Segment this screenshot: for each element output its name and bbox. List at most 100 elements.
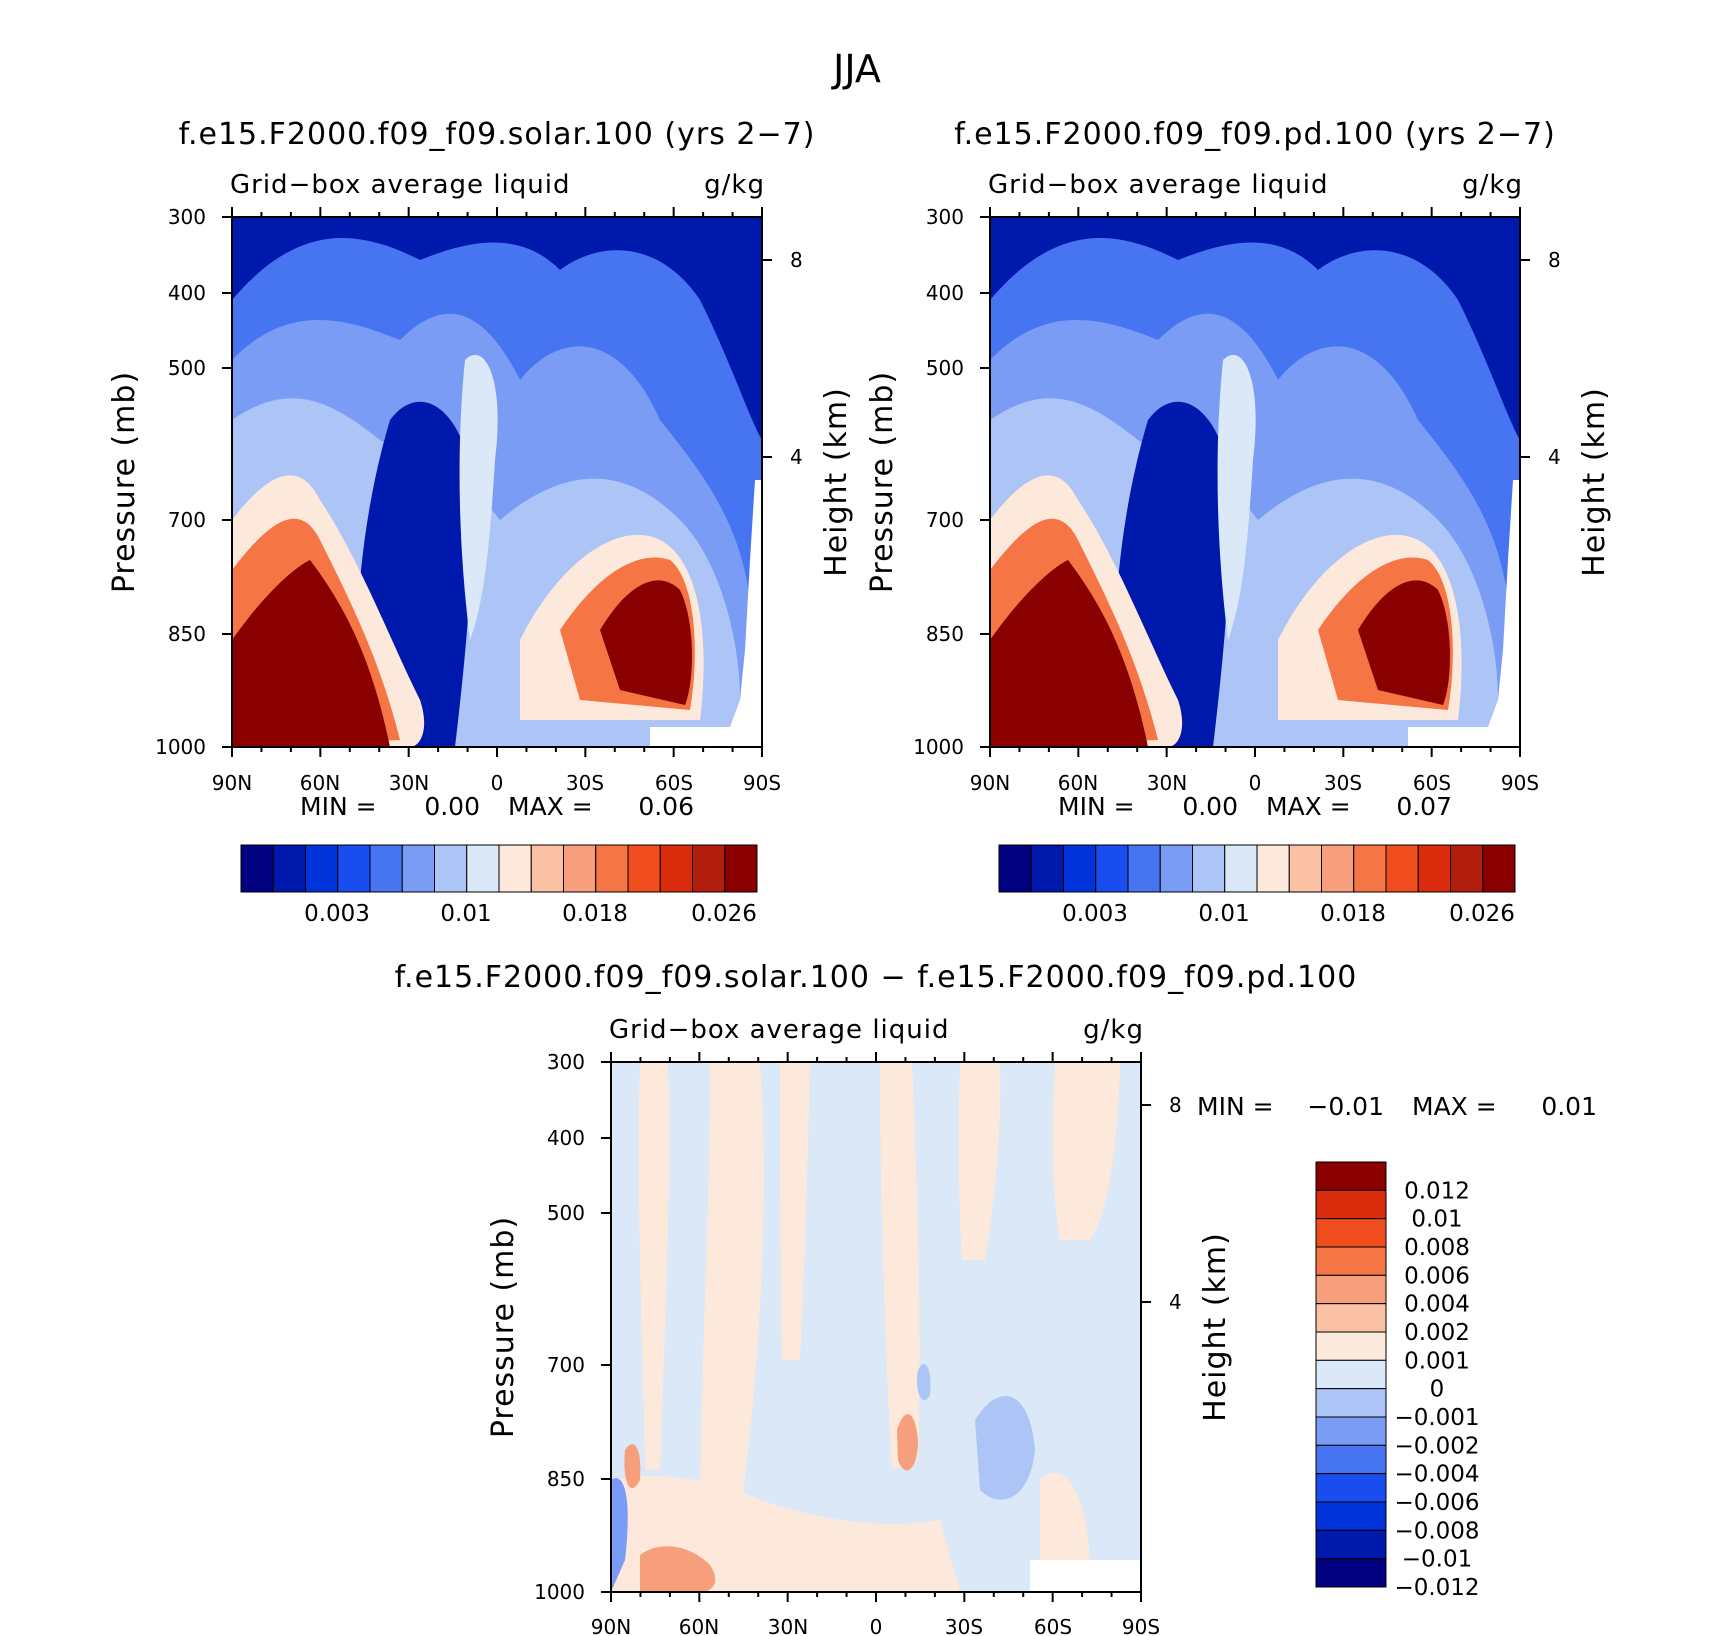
colorbar-swatch (1315, 1246, 1387, 1276)
panel-diff-ylabel-right: Height (km) (1198, 1232, 1233, 1422)
panel-diff-x-ticks: 90N 60N 30N 0 30S 60S 90S (591, 1615, 1160, 1636)
field-band-peach (780, 1062, 810, 1360)
panel-pd-subtitle-right: g/kg (1462, 170, 1523, 200)
field-blob-blue (975, 1396, 1035, 1500)
colorbar-label: 0.006 (1404, 1263, 1470, 1289)
field-band-peach (958, 1062, 1001, 1260)
x-tick-label: 0 (1249, 771, 1262, 795)
colorbar-swatch (1417, 844, 1451, 893)
colorbar-swatch (627, 844, 661, 893)
colorbar-label: 0.01 (1411, 1207, 1462, 1233)
panel-pd-field (990, 217, 1520, 747)
colorbar-label: −0.012 (1394, 1575, 1479, 1601)
colorbar-swatch (1315, 1416, 1387, 1446)
field-blob-orange (897, 1413, 918, 1471)
x-tick-label: 90S (1122, 1615, 1160, 1636)
panel-solar-title: f.e15.F2000.f09_f09.solar.100 (yrs 2−7) (179, 117, 816, 152)
field-band-peach (1040, 1472, 1090, 1560)
panel-pd-y-right-ticks: 8 4 (1548, 248, 1561, 469)
x-tick-label: 30S (945, 1615, 983, 1636)
colorbar-swatch (434, 844, 468, 893)
panel-diff-stats: MIN = −0.01 MAX = 0.01 (1197, 1092, 1597, 1121)
panel-diff: f.e15.F2000.f09_f09.solar.100 − f.e15.F2… (395, 960, 1597, 1636)
colorbar-swatch (1224, 844, 1258, 893)
field-missing-data (1030, 1560, 1141, 1592)
colorbar-swatch (1353, 844, 1387, 893)
x-tick-label: 90N (212, 771, 252, 795)
field-blob-blue (611, 1478, 628, 1592)
colorbar-swatch (1315, 1331, 1387, 1361)
panel-solar-x-ticks: 90N 60N 30N 0 30S 60S 90S (212, 771, 781, 795)
x-tick-label: 60N (679, 1615, 719, 1636)
y-tick-label: 400 (547, 1126, 585, 1150)
colorbar-swatch (1315, 1558, 1387, 1588)
colorbar-swatch (692, 844, 726, 893)
y-tick-label: 1000 (534, 1580, 585, 1604)
field-layer-missing-data (1408, 480, 1520, 747)
y-right-tick-label: 4 (1548, 445, 1561, 469)
panel-diff-subtitle-left: Grid−box average liquid (609, 1015, 949, 1045)
panel-pd-ylabel-right: Height (km) (1577, 387, 1612, 577)
colorbar-swatch (530, 844, 564, 893)
colorbar-swatch (1315, 1218, 1387, 1248)
field-layer-pale-peak (1217, 354, 1256, 640)
colorbar-swatch (659, 844, 693, 893)
x-tick-label: 30S (566, 771, 604, 795)
min-value: −0.01 (1307, 1092, 1384, 1121)
panel-solar-subtitle-right: g/kg (704, 170, 765, 200)
colorbar-label: −0.01 (1402, 1547, 1472, 1573)
colorbar-swatch (1315, 1444, 1387, 1475)
field-band-peach (880, 1062, 920, 1470)
panel-diff-colorbar: 0.0120.010.0080.0060.0040.0020.0010−0.00… (1315, 1161, 1480, 1601)
x-tick-label: 60S (1413, 771, 1451, 795)
field-layer-mid-red (1358, 580, 1450, 705)
colorbar-swatch (1315, 1501, 1387, 1531)
y-right-tick-label: 4 (790, 445, 803, 469)
colorbar-label: 0.018 (1320, 901, 1386, 927)
field-layer-pale-peak (459, 354, 498, 640)
panel-diff-title: f.e15.F2000.f09_f09.solar.100 − f.e15.F2… (395, 960, 1358, 995)
colorbar-label: 0.012 (1404, 1178, 1470, 1204)
colorbar-swatch (1063, 844, 1097, 893)
colorbar-label: 0.004 (1404, 1292, 1470, 1318)
colorbar-swatch (1315, 1359, 1387, 1390)
x-tick-label: 30N (768, 1615, 808, 1636)
min-label: MIN = (1058, 792, 1135, 821)
y-right-tick-label: 4 (1169, 1290, 1182, 1314)
colorbar-label: 0.026 (691, 901, 757, 927)
colorbar-swatch (998, 844, 1032, 893)
panel-diff-subtitle-right: g/kg (1083, 1015, 1144, 1045)
axis-ticks (222, 207, 772, 757)
panel-diff-ylabel: Pressure (mb) (486, 1216, 521, 1438)
y-tick-label: 700 (547, 1353, 585, 1377)
colorbar-swatch (401, 844, 435, 893)
max-label: MAX = (1266, 792, 1351, 821)
field-band-peach (1052, 1062, 1120, 1240)
x-tick-label: 90N (970, 771, 1010, 795)
panel-solar-colorbar-labels: 0.003 0.01 0.018 0.026 (304, 901, 757, 927)
field-layer-mid-red (600, 580, 692, 705)
x-tick-label: 90S (1501, 771, 1539, 795)
y-tick-label: 700 (168, 508, 206, 532)
panel-pd-y-ticks: 300 400 500 700 850 1000 (913, 205, 964, 759)
colorbar-label: −0.001 (1394, 1405, 1479, 1431)
panel-solar: f.e15.F2000.f09_f09.solar.100 (yrs 2−7) … (107, 117, 854, 927)
colorbar-swatch (466, 844, 500, 893)
panel-diff-y-ticks: 300 400 500 700 850 1000 (534, 1050, 585, 1604)
colorbar-swatch (595, 844, 629, 893)
y-tick-label: 850 (547, 1467, 585, 1491)
field-layer-missing-data (650, 480, 762, 747)
colorbar-swatch (1315, 1473, 1387, 1503)
colorbar-swatch (1095, 844, 1129, 893)
colorbar-label: 0.026 (1449, 901, 1515, 927)
min-label: MIN = (300, 792, 377, 821)
max-label: MAX = (1412, 1092, 1497, 1121)
y-tick-label: 400 (168, 281, 206, 305)
panel-solar-ylabel: Pressure (mb) (107, 371, 142, 593)
panel-solar-subtitle-left: Grid−box average liquid (230, 170, 570, 200)
x-tick-label: 60N (300, 771, 340, 795)
colorbar-swatch (1321, 844, 1355, 893)
y-tick-label: 500 (547, 1201, 585, 1225)
panel-solar-colorbar (240, 844, 758, 893)
